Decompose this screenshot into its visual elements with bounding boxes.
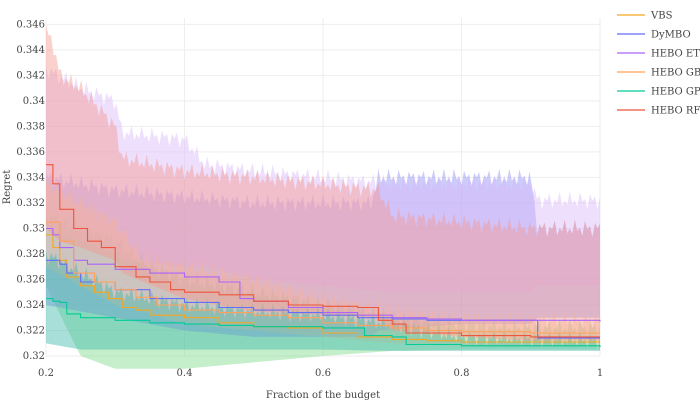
x-axis-title: Fraction of the budget [266, 390, 380, 400]
line-hebo-gp [46, 298, 601, 348]
legend-label: HEBO ET [651, 49, 700, 60]
y-tick-label: 0.324 [16, 300, 45, 311]
x-tick-label: 0.8 [454, 368, 470, 379]
y-axis-title: Regret [2, 170, 13, 205]
y-tick-label: 0.334 [16, 172, 45, 183]
x-tick-label: 0.6 [315, 368, 331, 379]
y-tick-label: 0.326 [16, 274, 45, 285]
uncertainty-bands [46, 25, 600, 369]
y-tick-label: 0.33 [23, 223, 45, 234]
x-tick-label: 0.2 [38, 368, 54, 379]
band-vbs [46, 211, 600, 369]
legend-item-hebo-rf[interactable]: HEBO RF [617, 106, 700, 117]
line-dymbo [46, 259, 600, 339]
x-tick-label: 0.4 [177, 368, 193, 379]
y-tick-label: 0.346 [16, 19, 45, 30]
series-lines [46, 164, 601, 348]
band-hebo-rf [46, 25, 600, 341]
band-hebo-gp [46, 250, 600, 351]
legend-label: HEBO GB [651, 68, 700, 79]
y-tick-label: 0.322 [16, 325, 45, 336]
line-hebo-rf [46, 164, 600, 338]
x-tick-label: 1 [597, 368, 603, 379]
legend-item-hebo-et[interactable]: HEBO ET [617, 49, 700, 60]
y-tick-label: 0.32 [23, 351, 45, 362]
band-hebo-gb [46, 178, 600, 346]
legend-label: HEBO RF [651, 106, 700, 117]
legend-item-dymbo[interactable]: DyMBO [617, 30, 691, 41]
legend-label: HEBO GP [651, 87, 700, 98]
y-tick-label: 0.336 [16, 147, 45, 158]
legend-item-vbs[interactable]: VBS [617, 11, 673, 22]
line-vbs [46, 234, 600, 343]
legend-label: DyMBO [651, 30, 691, 41]
y-tick-label: 0.332 [16, 198, 45, 209]
y-tick-label: 0.328 [16, 249, 45, 260]
legend-item-hebo-gp[interactable]: HEBO GP [617, 87, 700, 98]
axes: 0.32 0.322 0.324 0.326 0.328 0.33 0.332 0.334 0.… [16, 19, 603, 379]
y-tick-label: 0.342 [16, 70, 45, 81]
legend-label: VBS [650, 11, 673, 22]
y-tick-label: 0.34 [23, 96, 45, 107]
y-tick-label: 0.344 [16, 45, 45, 56]
grid [45, 18, 601, 357]
legend-item-hebo-gb[interactable]: HEBO GB [617, 68, 700, 79]
legend[interactable]: VBS DyMBO HEBO ET HEBO GB HEBO GP HEBO RF [617, 11, 700, 117]
line-hebo-gb [46, 221, 600, 334]
band-dymbo [46, 168, 600, 337]
band-hebo-et [46, 64, 600, 293]
y-tick-label: 0.338 [16, 121, 45, 132]
